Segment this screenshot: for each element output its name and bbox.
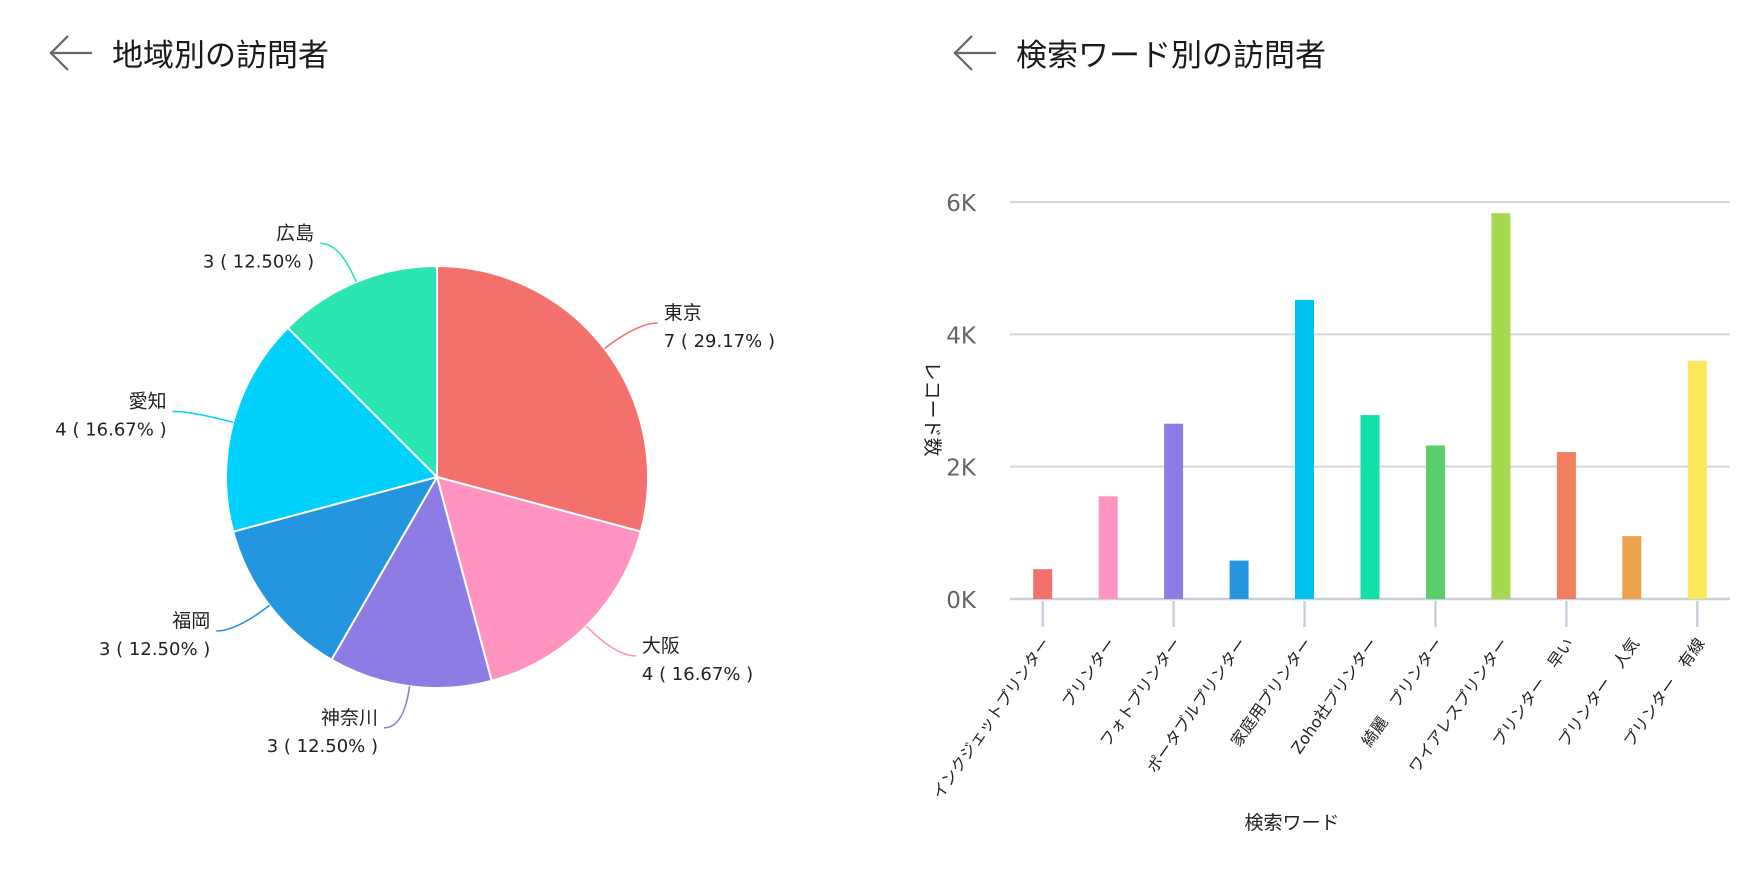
y-tick-label: 6K — [946, 191, 977, 217]
bar[interactable] — [1098, 496, 1118, 599]
region-panel-title: 地域別の訪問者 — [112, 38, 329, 74]
pie-leader-line — [383, 686, 411, 729]
back-arrow-icon[interactable] — [952, 33, 998, 73]
keyword-panel-title: 検索ワード別の訪問者 — [1016, 38, 1326, 74]
pie-value-label: 7 ( 29.17% ) — [664, 331, 775, 352]
pie-value-label: 4 ( 16.67% ) — [55, 420, 166, 441]
pie-value-label: 4 ( 16.67% ) — [642, 664, 753, 685]
bar[interactable] — [1229, 560, 1249, 599]
pie-slice[interactable] — [435, 475, 643, 683]
pie-leader-line — [603, 322, 658, 350]
region-pie-chart: 東京 7 ( 29.17% ) 大阪 4 ( 16.67% ) 神奈川 3 ( 12.50… — [55, 222, 775, 757]
bar[interactable] — [1556, 452, 1576, 599]
pie-slice-label: 東京 — [664, 302, 702, 324]
pie-slice-label: 愛知 — [129, 391, 167, 413]
bar[interactable] — [1295, 299, 1314, 599]
pie-value-label: 3 ( 12.50% ) — [99, 639, 210, 660]
pie-slice-label: 広島 — [276, 222, 314, 244]
pie-value-label: 3 ( 12.50% ) — [267, 736, 378, 757]
keyword-visitors-panel: 検索ワード別の訪問者 0K 2K 4K 6K インクジェットプリンター プリンター フォトプ… — [900, 0, 1764, 879]
region-visitors-panel: 地域別の訪問者 東京 7 ( 29.17% ) 大阪 4 ( 16.67% ) 神奈川 3… — [48, 30, 775, 757]
pie-slice[interactable] — [330, 474, 493, 689]
bar[interactable] — [1164, 423, 1184, 599]
bar[interactable] — [1622, 536, 1642, 599]
pie-leader-line — [216, 604, 271, 632]
y-tick-label: 0K — [946, 588, 977, 614]
bar[interactable] — [1491, 213, 1511, 599]
pie-leader-line — [172, 410, 234, 424]
y-tick-label: 4K — [946, 323, 977, 349]
bar[interactable] — [1033, 569, 1053, 599]
region-panel-header: 地域別の訪問者 — [48, 30, 329, 75]
y-tick-label: 2K — [946, 456, 977, 482]
bar[interactable] — [1426, 445, 1445, 600]
pie-slice-label: 大阪 — [642, 635, 680, 657]
keyword-panel-header: 検索ワード別の訪問者 — [952, 30, 1326, 75]
pie-slice[interactable] — [225, 326, 439, 533]
bar[interactable] — [1687, 360, 1707, 599]
x-tick-label: インクジェットプリンター — [928, 634, 1054, 802]
x-axis-label: 検索ワード — [1244, 812, 1339, 834]
bar[interactable] — [1360, 415, 1380, 599]
y-axis-label: レコード数 — [921, 361, 943, 456]
back-arrow-icon[interactable] — [48, 33, 94, 73]
pie-value-label: 3 ( 12.50% ) — [203, 251, 314, 272]
pie-slice-label: 福岡 — [172, 610, 210, 632]
pie-leader-line — [320, 242, 358, 283]
pie-slice-label: 神奈川 — [321, 707, 378, 729]
pie-leader-line — [585, 625, 636, 657]
x-tick-label: プリンター — [1058, 634, 1119, 710]
